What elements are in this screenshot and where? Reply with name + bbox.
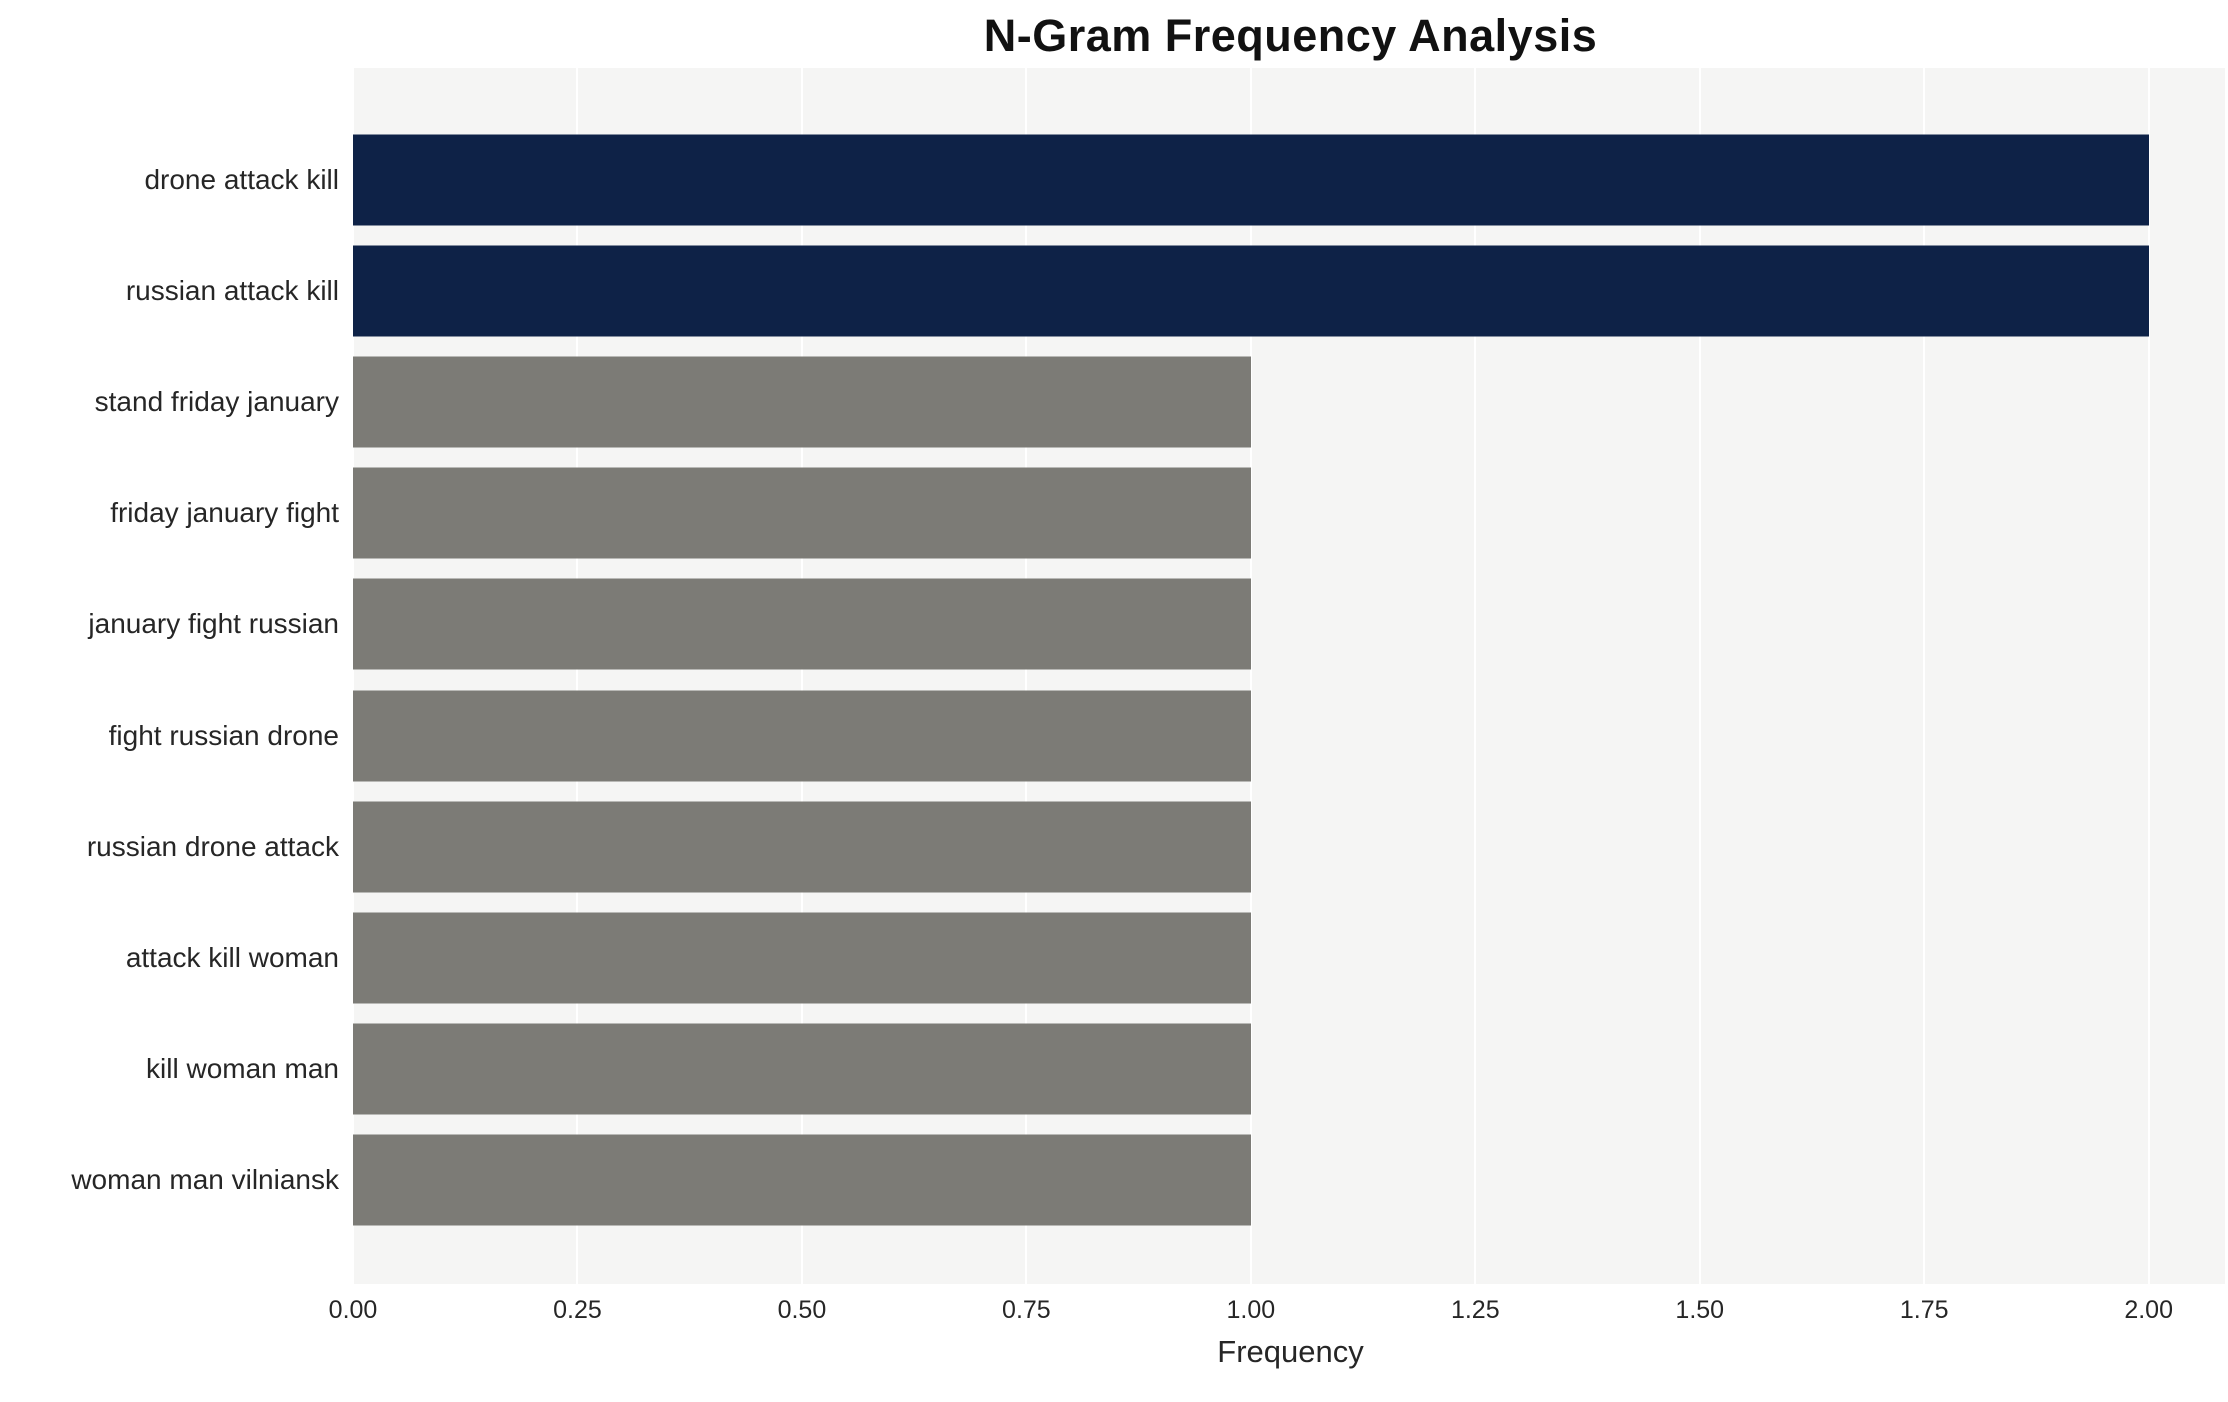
x-tick-label: 2.00 (2124, 1296, 2174, 1324)
x-tick-label: 1.00 (1226, 1296, 1276, 1324)
category-label: woman man vilniansk (71, 1164, 339, 1196)
x-axis: 0.00 0.25 0.50 0.75 1.00 1.25 1.50 1.75 2.00 (329, 1284, 2225, 1332)
bar (353, 467, 1251, 559)
x-tick-label: 0.50 (777, 1296, 827, 1324)
bar (353, 1134, 1251, 1226)
category-label: drone attack kill (144, 163, 339, 195)
bar-row: woman man vilniansk (0, 1125, 2225, 1236)
bar-track (353, 569, 2225, 680)
category-label: attack kill woman (125, 942, 339, 974)
bar-rows: drone attack kill russian attack kill stan… (0, 68, 2225, 1284)
category-label: fight russian drone (108, 719, 339, 751)
bar-row: friday january fight (0, 458, 2225, 569)
bar-row: stand friday january (0, 346, 2225, 457)
bar (353, 134, 2149, 226)
gridline (1923, 68, 1926, 1284)
gridline (576, 68, 579, 1284)
bar (353, 912, 1251, 1004)
bar-track (353, 1125, 2225, 1236)
bar-row: russian drone attack (0, 791, 2225, 902)
plot-area: drone attack kill russian attack kill stan… (0, 68, 2228, 1284)
x-tick-label: 1.75 (1899, 1296, 1949, 1324)
bar-track (353, 1014, 2225, 1125)
bar-track (353, 346, 2225, 457)
bar (353, 801, 1251, 893)
gridline (2147, 68, 2150, 1284)
bar-track (353, 902, 2225, 1013)
gridline (352, 68, 354, 1284)
bar-row: kill woman man (0, 1014, 2225, 1125)
bar-track (353, 680, 2225, 791)
category-label: january fight russian (88, 608, 339, 640)
category-label: friday january fight (110, 497, 339, 529)
x-tick-label: 0.25 (553, 1296, 602, 1324)
category-label: russian attack kill (125, 274, 339, 306)
x-tick-label: 1.50 (1675, 1296, 1725, 1324)
category-label: russian drone attack (86, 830, 339, 862)
gridline (800, 68, 803, 1284)
gridline (1025, 68, 1028, 1284)
bar-track (353, 458, 2225, 569)
bar-row: attack kill woman (0, 902, 2225, 1013)
bar-row: drone attack kill (0, 124, 2225, 235)
bar (353, 356, 1251, 448)
x-tick-label: 0.75 (1002, 1296, 1051, 1324)
bar (353, 578, 1251, 670)
gridline (1698, 68, 1701, 1284)
gridline (1474, 68, 1477, 1284)
category-label: kill woman man (146, 1053, 339, 1085)
category-label: stand friday january (94, 386, 339, 417)
x-tick-label: 0.00 (328, 1296, 378, 1324)
x-tick-label: 1.25 (1450, 1296, 1500, 1324)
chart-title: N-Gram Frequency Analysis (983, 10, 1598, 61)
bar-row: russian attack kill (0, 235, 2225, 346)
gridline (1249, 68, 1252, 1284)
bar (353, 245, 2149, 337)
bar (353, 690, 1251, 782)
bar-row: january fight russian (0, 569, 2225, 680)
bar-track (353, 235, 2225, 346)
bar-row: fight russian drone (0, 680, 2225, 791)
bar (353, 1023, 1251, 1115)
x-axis-title: Frequency (1217, 1334, 1364, 1369)
bar-track (353, 124, 2225, 235)
bar-track (353, 791, 2225, 902)
